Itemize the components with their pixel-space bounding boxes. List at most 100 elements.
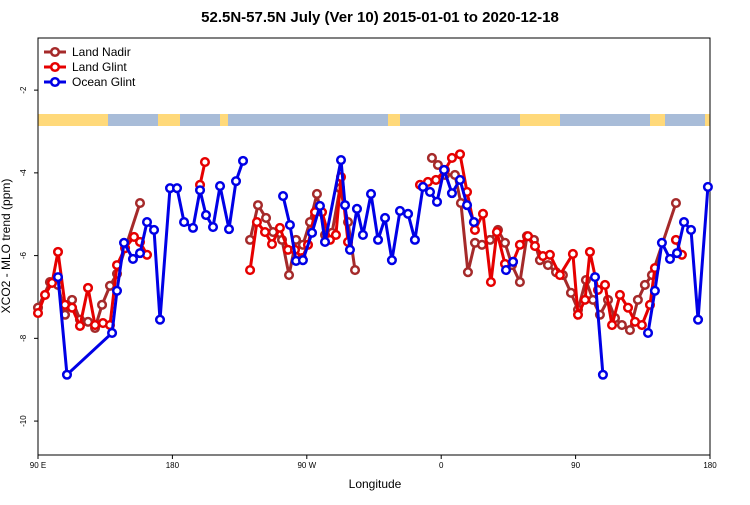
x-tick-label: 90 bbox=[571, 461, 580, 470]
y-tick-label: -2 bbox=[19, 86, 28, 94]
data-point bbox=[685, 224, 697, 236]
data-point bbox=[584, 246, 595, 257]
data-point bbox=[46, 277, 58, 288]
data-point bbox=[330, 229, 341, 240]
data-point bbox=[507, 256, 519, 267]
legend-label: Land Nadir bbox=[72, 45, 131, 59]
data-point bbox=[693, 314, 704, 325]
data-point bbox=[148, 224, 160, 236]
data-point bbox=[335, 154, 347, 166]
data-point bbox=[171, 183, 183, 194]
data-point bbox=[544, 249, 555, 260]
data-point bbox=[702, 181, 713, 192]
data-point bbox=[207, 222, 219, 233]
data-point bbox=[260, 212, 272, 224]
data-point bbox=[462, 267, 473, 278]
data-point bbox=[565, 287, 577, 298]
data-point bbox=[200, 210, 212, 221]
data-point bbox=[642, 327, 654, 339]
legend-marker bbox=[49, 46, 61, 58]
data-point bbox=[61, 369, 73, 380]
data-point bbox=[572, 309, 584, 320]
data-point bbox=[351, 203, 363, 214]
data-point bbox=[670, 198, 682, 209]
series-line bbox=[419, 152, 657, 328]
data-point bbox=[614, 289, 626, 300]
data-point bbox=[468, 217, 479, 228]
data-point bbox=[542, 260, 554, 271]
data-point bbox=[469, 224, 480, 236]
x-tick-label: 90 E bbox=[30, 461, 46, 470]
data-point bbox=[52, 272, 64, 283]
y-tick-label: -8 bbox=[19, 334, 28, 342]
data-point bbox=[107, 327, 118, 339]
data-point bbox=[432, 159, 443, 171]
data-point bbox=[476, 239, 488, 250]
data-point bbox=[446, 188, 458, 199]
data-point bbox=[554, 269, 565, 281]
data-point bbox=[386, 255, 397, 266]
data-point bbox=[671, 248, 683, 259]
data-point bbox=[678, 217, 690, 228]
data-point bbox=[111, 285, 123, 296]
data-point bbox=[128, 231, 140, 243]
y-axis-label: XCO2 - MLO trend (ppm) bbox=[0, 179, 13, 314]
data-point bbox=[365, 188, 377, 200]
data-point bbox=[118, 237, 130, 248]
data-point bbox=[319, 236, 331, 247]
data-point bbox=[199, 157, 211, 168]
data-point bbox=[500, 265, 512, 276]
data-point bbox=[485, 277, 496, 288]
data-point bbox=[380, 212, 391, 224]
map-strip bbox=[38, 114, 710, 126]
data-point bbox=[461, 200, 473, 211]
data-point bbox=[349, 265, 361, 276]
data-point bbox=[127, 253, 139, 264]
data-point bbox=[97, 299, 108, 310]
data-point bbox=[187, 222, 199, 233]
data-point bbox=[339, 200, 351, 211]
data-point bbox=[74, 320, 86, 331]
data-point bbox=[499, 237, 511, 248]
data-point bbox=[649, 285, 660, 296]
data-point bbox=[446, 152, 458, 164]
data-point bbox=[632, 294, 643, 305]
data-point bbox=[372, 234, 384, 245]
data-point bbox=[278, 190, 289, 202]
series-line bbox=[593, 276, 605, 375]
data-point bbox=[283, 269, 295, 281]
data-point bbox=[245, 265, 256, 276]
data-point bbox=[251, 217, 262, 228]
data-point bbox=[252, 200, 264, 211]
data-point bbox=[616, 320, 627, 331]
data-point bbox=[409, 234, 420, 245]
series bbox=[52, 154, 713, 380]
data-point bbox=[394, 205, 406, 216]
data-point bbox=[636, 320, 647, 331]
data-point bbox=[134, 198, 146, 209]
data-point bbox=[589, 272, 601, 283]
series-line bbox=[36, 234, 149, 331]
y-tick-label: -4 bbox=[19, 169, 28, 177]
data-point bbox=[82, 282, 94, 293]
y-tick-label: -6 bbox=[19, 251, 28, 259]
data-point bbox=[306, 227, 318, 238]
x-axis-label: Longitude bbox=[349, 477, 402, 491]
y-tick-label: -10 bbox=[19, 415, 28, 427]
data-point bbox=[606, 320, 618, 331]
data-point bbox=[223, 224, 235, 235]
data-point bbox=[417, 181, 429, 192]
data-point bbox=[426, 152, 437, 164]
data-point bbox=[599, 279, 611, 291]
legend-label: Ocean Glint bbox=[72, 75, 136, 89]
data-point bbox=[314, 200, 325, 212]
chart-title: 52.5N-57.5N July (Ver 10) 2015-01-01 to … bbox=[201, 9, 559, 26]
data-point bbox=[194, 185, 206, 196]
data-point bbox=[438, 164, 450, 176]
data-point bbox=[52, 246, 64, 257]
data-point bbox=[639, 279, 650, 291]
data-point bbox=[424, 186, 436, 197]
data-point bbox=[89, 320, 101, 331]
data-point bbox=[66, 302, 78, 313]
